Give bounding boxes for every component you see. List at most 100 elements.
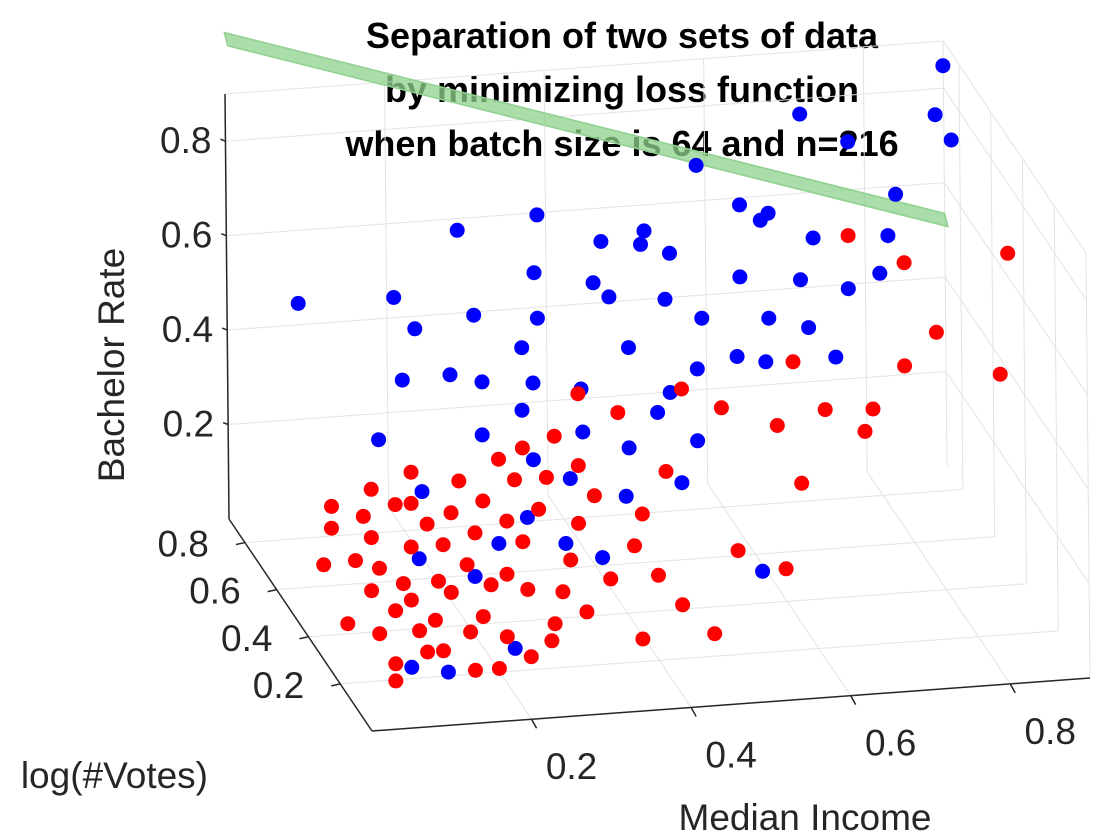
separating-plane: [223, 31, 949, 228]
floor-gridline-x-1: [547, 495, 692, 708]
floor-gridline-y-0: [340, 630, 1059, 685]
data-point-series0-32: [595, 550, 611, 566]
data-point-series1-71: [435, 537, 451, 553]
data-point-series0-16: [621, 440, 637, 456]
data-point-series1-54: [928, 324, 944, 340]
data-point-series1-1: [388, 603, 404, 619]
data-point-series1-22: [316, 557, 332, 573]
data-point-series1-45: [675, 597, 691, 613]
x-axis-label: Median Income: [679, 797, 932, 838]
data-point-series0-50: [943, 132, 959, 148]
data-point-series1-61: [674, 381, 689, 397]
y-tick-3: [235, 541, 246, 546]
data-point-series0-55: [474, 374, 490, 390]
data-point-series0-12: [514, 402, 530, 418]
z-tick-label-2: 0.6: [161, 215, 212, 256]
data-point-series0-45: [732, 197, 747, 213]
axes: 0.2 0.2 0.2 0.4 0.4 0.4 0.6 0.6 0.6 0.8 0.8 0.8: [157, 93, 1091, 787]
data-point-series1-47: [707, 626, 723, 642]
data-point-series0-52: [525, 452, 541, 468]
data-point-series0-59: [662, 385, 678, 400]
data-point-series0-10: [407, 321, 423, 337]
data-point-series1-51: [817, 402, 833, 418]
data-point-series1-63: [610, 405, 626, 421]
x-tick-2: [850, 695, 857, 706]
data-point-series1-69: [388, 656, 404, 672]
gridlines: [224, 40, 1091, 720]
data-point-series1-72: [483, 577, 499, 593]
data-point-series0-1: [688, 157, 704, 173]
data-point-series1-56: [840, 228, 856, 244]
z-tick-label-3: 0.8: [160, 120, 211, 161]
data-point-series1-31: [387, 497, 403, 513]
y-axis-label: log(#Votes): [21, 755, 208, 796]
data-point-series1-81: [372, 560, 387, 576]
data-point-series0-33: [467, 569, 483, 584]
data-point-series1-27: [491, 451, 506, 467]
data-point-series1-24: [363, 481, 379, 497]
data-point-series1-60: [713, 400, 729, 416]
data-point-series1-13: [475, 609, 491, 625]
data-point-series1-19: [579, 604, 595, 620]
data-point-series0-51: [755, 563, 771, 579]
chart-title: Separation of two sets of data by minimi…: [344, 15, 898, 164]
data-point-series1-21: [340, 616, 356, 632]
data-point-series0-41: [449, 222, 465, 238]
back-wall-gridline-x-2: [703, 58, 709, 484]
data-point-series1-76: [570, 458, 586, 474]
data-point-series1-83: [412, 623, 428, 639]
data-point-series1-77: [436, 643, 451, 659]
data-point-series1-4: [443, 584, 459, 600]
z-tick-2: [221, 232, 227, 237]
data-point-series1-28: [538, 469, 554, 485]
side-wall-gridline-z-3: [943, 87, 1087, 301]
z-tick-label-1: 0.4: [162, 309, 213, 350]
back-wall-gridline-x-1: [543, 70, 549, 496]
data-point-series0-39: [507, 640, 523, 656]
data-point-series0-60: [758, 354, 774, 370]
side-wall-gridline-z-2: [943, 182, 1088, 395]
data-point-series1-41: [563, 552, 579, 568]
data-point-series0-23: [793, 272, 808, 288]
data-point-series1-52: [865, 401, 881, 417]
data-point-series1-44: [651, 567, 666, 583]
y-tick-2: [267, 588, 277, 593]
data-point-series1-70: [324, 520, 339, 536]
x-tick-label-3: 0.8: [1025, 711, 1076, 752]
data-point-series0-17: [618, 488, 634, 504]
data-point-series0-62: [840, 281, 856, 297]
data-point-series1-58: [785, 354, 801, 370]
data-point-series0-67: [525, 375, 541, 391]
data-point-series0-49: [935, 58, 951, 74]
data-point-series0-38: [440, 664, 456, 680]
data-point-series0-66: [636, 223, 652, 239]
data-point-series1-23: [324, 498, 339, 514]
z-axis-label: Bachelor Rate: [91, 248, 132, 482]
floor-gridline-y-2: [276, 536, 995, 591]
data-point-series1-11: [467, 525, 483, 541]
y-tick-0: [331, 683, 341, 687]
side-wall-gridline-y-2: [990, 111, 996, 537]
side-wall-gridline-z-0: [945, 371, 1090, 584]
data-point-series0-13: [474, 427, 490, 443]
data-point-series1-5: [420, 644, 436, 660]
data-point-series1-26: [451, 473, 467, 489]
data-point-series0-35: [371, 432, 387, 448]
data-point-series0-19: [690, 433, 706, 449]
data-point-series1-6: [348, 553, 363, 569]
data-point-series1-48: [730, 543, 746, 559]
data-point-series1-17: [468, 662, 483, 678]
data-point-series0-3: [872, 265, 888, 281]
data-point-series1-78: [491, 661, 507, 676]
data-point-series0-58: [585, 275, 601, 291]
data-point-series0-20: [689, 361, 705, 377]
data-point-series1-64: [570, 386, 586, 402]
data-point-series0-48: [927, 107, 943, 123]
data-point-series1-75: [546, 428, 562, 444]
data-point-series1-40: [520, 582, 536, 597]
box-edge-4: [942, 40, 1087, 254]
data-point-series0-30: [491, 536, 507, 551]
data-point-series0-22: [761, 310, 777, 326]
data-point-series1-33: [443, 505, 459, 521]
